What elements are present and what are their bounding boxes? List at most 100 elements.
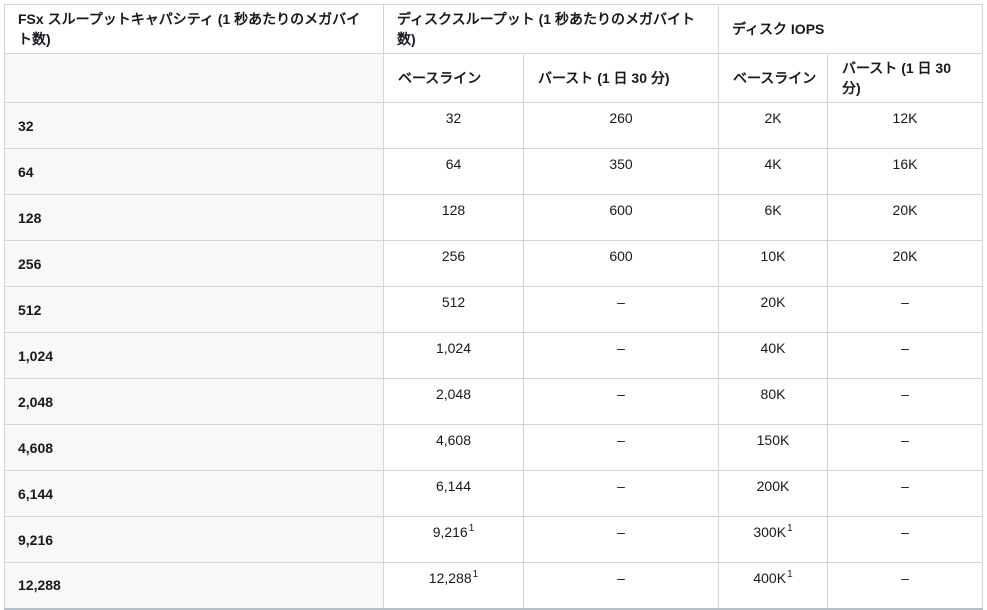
disk-baseline-cell: 512	[383, 286, 524, 333]
cell-value: 20K	[892, 248, 918, 264]
disk-burst-cell: 260	[523, 102, 719, 149]
cell-value: 256	[441, 248, 466, 264]
cell-value: 64	[18, 163, 34, 180]
disk-burst-cell: –	[523, 286, 719, 333]
cell-value: 32	[445, 110, 462, 126]
disk-baseline-cell: 6,144	[383, 470, 524, 517]
capacity-cell: 512	[4, 286, 384, 333]
cell-value: –	[901, 386, 909, 402]
cell-value: 350	[609, 156, 633, 172]
table-row: 2,048 2,048 – 80K –	[4, 378, 983, 425]
cell-value: 512	[18, 301, 42, 318]
disk-baseline-cell: 32	[383, 102, 524, 149]
iops-baseline-cell: 2K	[718, 102, 828, 149]
iops-baseline-cell: 400K1	[718, 562, 828, 609]
col-header-disk-burst: バースト (1 日 30 分)	[523, 53, 719, 103]
table-row: 4,608 4,608 – 150K –	[4, 424, 983, 471]
cell-value: 10K	[760, 248, 786, 264]
iops-baseline-cell: 80K	[718, 378, 828, 425]
cell-value: 2,048	[18, 393, 54, 410]
iops-baseline-cell: 40K	[718, 332, 828, 379]
capacity-cell: 32	[4, 102, 384, 149]
cell-value: 16K	[892, 156, 918, 172]
disk-burst-cell: –	[523, 516, 719, 563]
capacity-cell: 2,048	[4, 378, 384, 425]
cell-value: 12,288	[428, 570, 472, 586]
iops-burst-cell: 20K	[827, 240, 983, 287]
iops-baseline-cell: 300K1	[718, 516, 828, 563]
iops-baseline-cell: 10K	[718, 240, 828, 287]
cell-value: 9,216	[18, 531, 54, 548]
cell-value: –	[901, 570, 909, 586]
capacity-cell: 6,144	[4, 470, 384, 517]
cell-value: –	[617, 524, 625, 540]
cell-value: 4K	[764, 156, 782, 172]
iops-burst-cell: –	[827, 470, 983, 517]
disk-burst-cell: –	[523, 424, 719, 471]
table-row: 1,024 1,024 – 40K –	[4, 332, 983, 379]
cell-value: –	[901, 432, 909, 448]
cell-value: 20K	[892, 202, 918, 218]
capacity-cell: 4,608	[4, 424, 384, 471]
iops-baseline-cell: 200K	[718, 470, 828, 517]
cell-value: 6,144	[18, 485, 54, 502]
disk-baseline-cell: 4,608	[383, 424, 524, 471]
cell-value: –	[617, 432, 625, 448]
cell-value: –	[617, 570, 625, 586]
disk-burst-cell: 600	[523, 194, 719, 241]
cell-value: 128	[441, 202, 466, 218]
iops-burst-cell: –	[827, 378, 983, 425]
cell-value: 260	[609, 110, 633, 126]
cell-value: 20K	[760, 294, 786, 310]
table-row: 12,288 12,2881–400K1–	[4, 562, 983, 609]
iops-burst-cell: 16K	[827, 148, 983, 195]
capacity-cell: 128	[4, 194, 384, 241]
cell-value: –	[901, 478, 909, 494]
table-row: 128 128 600 6K 20K	[4, 194, 983, 241]
table-row: 9,216 9,2161–300K1–	[4, 516, 983, 563]
iops-burst-cell: 12K	[827, 102, 983, 149]
footnote-marker: 1	[787, 523, 793, 535]
header-group-row: FSx スループットキャパシティ (1 秒あたりのメガバイト数) ディスクスルー…	[4, 4, 983, 54]
cell-value: 1,024	[435, 340, 472, 356]
cell-value: 300K	[753, 524, 787, 540]
cell-value: 6,144	[435, 478, 472, 494]
cell-value: 512	[441, 294, 466, 310]
iops-baseline-cell: 20K	[718, 286, 828, 333]
iops-burst-cell: –	[827, 562, 983, 609]
disk-baseline-cell: 1,024	[383, 332, 524, 379]
cell-value: 12K	[892, 110, 918, 126]
cell-value: 2K	[764, 110, 782, 126]
capacity-cell: 1,024	[4, 332, 384, 379]
table-row: 64 64 350 4K 16K	[4, 148, 983, 195]
cell-value: –	[901, 340, 909, 356]
blank-header-cell	[4, 53, 384, 103]
disk-baseline-cell: 64	[383, 148, 524, 195]
cell-value: –	[901, 524, 909, 540]
cell-value: –	[617, 294, 625, 310]
capacity-cell: 64	[4, 148, 384, 195]
disk-baseline-cell: 9,2161	[383, 516, 524, 563]
iops-burst-cell: –	[827, 286, 983, 333]
disk-burst-cell: 350	[523, 148, 719, 195]
cell-value: 600	[609, 202, 633, 218]
cell-value: 9,216	[432, 524, 468, 540]
cell-value: 32	[18, 117, 34, 134]
col-header-disk-baseline: ベースライン	[383, 53, 524, 103]
disk-burst-cell: –	[523, 378, 719, 425]
disk-burst-cell: –	[523, 332, 719, 379]
iops-baseline-cell: 150K	[718, 424, 828, 471]
cell-value: 256	[18, 255, 42, 272]
cell-value: 80K	[760, 386, 786, 402]
col-group-disk-iops: ディスク IOPS	[718, 4, 983, 54]
footnote-marker: 1	[787, 569, 793, 581]
cell-value: 1,024	[18, 347, 54, 364]
disk-baseline-cell: 256	[383, 240, 524, 287]
cell-value: –	[901, 294, 909, 310]
disk-burst-cell: 600	[523, 240, 719, 287]
cell-value: 600	[609, 248, 633, 264]
capacity-cell: 9,216	[4, 516, 384, 563]
table-row: 6,144 6,144 – 200K –	[4, 470, 983, 517]
footnote-marker: 1	[472, 569, 479, 581]
disk-burst-cell: –	[523, 470, 719, 517]
